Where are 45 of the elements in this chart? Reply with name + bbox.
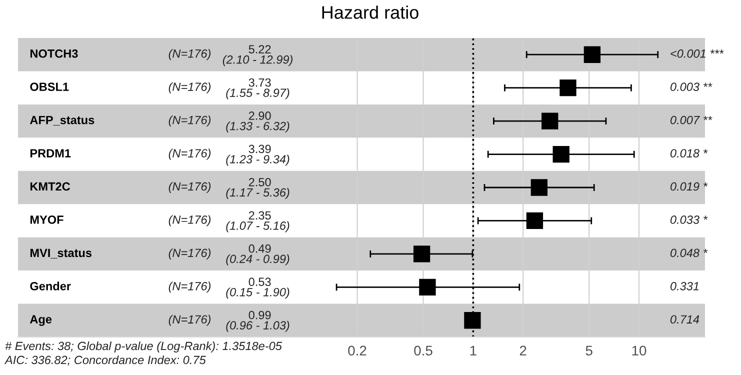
y-tick-label: NOTCH3 [30,49,78,58]
x-tick-label: 0.2 [348,346,366,356]
x-tick-label: 2 [520,346,526,356]
y-tick-label: MVI_status [30,248,92,258]
text: # Events: 38; Global p-value (Log-Rank): 1.3518e-05 [5,341,282,352]
y-tick-label: MYOF [30,216,64,224]
annotation: (N=176) [168,49,211,60]
x-tick-label: 1 [470,346,476,356]
annotation: 0.033 * [670,216,708,224]
annotation: (N=176) [168,116,211,127]
y-tick-label: OBSL1 [30,82,69,91]
annotation: (N=176) [168,314,211,326]
annotation: 0.714 [670,315,700,324]
annotation: 5.22 (2.10 - 12.99) [222,45,292,66]
x-tick-label: 10 [632,346,646,356]
text: AIC: 336.82; Concordance Index: 0.75 [4,355,206,366]
annotation: 0.003 ** [670,82,712,91]
annotation: 3.73 (1.55 - 8.97) [226,78,290,100]
annotation: (N=176) [168,215,211,226]
annotation: 0.048 * [670,248,708,258]
annotation: (N=176) [168,82,211,94]
y-tick-label: PRDM1 [30,149,71,158]
annotation: 3.39 (1.23 - 9.34) [226,144,290,166]
annotation: (N=176) [168,282,211,293]
annotation: 0.49 (0.24 - 0.99) [226,244,290,266]
annotation: 0.53 (0.15 - 1.90) [226,278,290,299]
annotation: 0.007 ** [670,116,712,124]
annotation: 0.018 * [670,149,708,158]
annotation: 2.90 (1.33 - 6.32) [226,112,290,133]
annotation: (N=176) [168,248,211,260]
annotation: (N=176) [168,182,211,193]
y-tick-label: KMT2C [30,182,70,191]
y-tick-label: Gender [30,282,71,290]
annotation: 0.99 (0.96 - 1.03) [226,310,290,332]
annotation: 0.331 [670,282,699,290]
annotation: 2.35 (1.07 - 5.16) [226,211,290,232]
annotation: 0.019 * [670,182,708,191]
y-tick-label: AFP_status [30,116,94,126]
x-tick-label: 5 [586,346,592,356]
annotation: (N=176) [168,148,211,160]
x-tick-label: 0.5 [414,346,432,356]
y-tick-label: Age [30,315,52,326]
annotation: <0.001 *** [670,49,724,58]
annotation: 2.50 (1.17 - 5.36) [226,178,290,199]
chart-title: Hazard ratio [322,6,418,19]
